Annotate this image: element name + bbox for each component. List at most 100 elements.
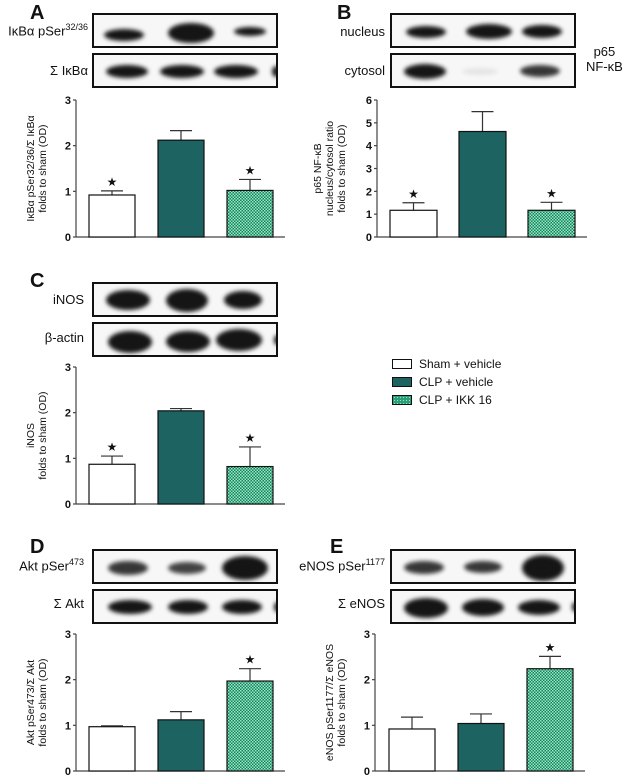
y-tick-label: 5: [366, 118, 372, 130]
blot-label-total-ikba: Σ IκBα: [50, 63, 88, 78]
p65-label: p65: [593, 44, 616, 59]
chart-akt: 0 1 2 3 Akt pSer473/Σ Akt folds to sham (OD) ★: [25, 629, 285, 778]
blot-image-total-ikba: [92, 53, 278, 88]
bar-ikk: [226, 189, 274, 238]
blot-image-enos-pser: [390, 549, 576, 584]
y-tick-label: 2: [65, 675, 71, 687]
y-axis-label: folds to sham (OD): [37, 124, 49, 212]
blot-image-total-akt: [92, 589, 278, 624]
blot-image-nucleus: [390, 13, 576, 48]
y-tick-label: 2: [65, 141, 71, 153]
bar-ikk: [226, 465, 274, 505]
y-tick-label: 2: [65, 408, 71, 420]
blot-label-total-enos: Σ eNOS: [337, 596, 385, 611]
bar-ikk: [226, 680, 274, 772]
y-axis-label: folds to sham (OD): [37, 391, 49, 479]
legend-label-ikk: CLP + IKK 16: [419, 393, 492, 407]
significance-star-icon: ★: [107, 440, 118, 454]
bar-clp: [457, 722, 505, 772]
legend-item-clp: CLP + vehicle: [392, 373, 501, 391]
y-tick-label: 6: [366, 95, 372, 107]
y-tick-label: 3: [366, 164, 372, 176]
significance-star-icon: ★: [245, 431, 256, 445]
significance-star-icon: ★: [545, 640, 556, 654]
y-tick-label: 0: [65, 232, 71, 244]
y-axis-label: IκBα pSer32/36/Σ IκBα: [25, 115, 37, 221]
chart-ikba: 0 1 2 3 IκBα pSer32/36/Σ IκBα folds to sham (…: [25, 95, 285, 244]
bar-sham: [88, 726, 136, 772]
blot-label-inos: iNOS: [52, 292, 84, 307]
y-tick-label: 1: [65, 720, 71, 732]
bar-clp: [157, 139, 205, 238]
bar-sham: [389, 209, 438, 238]
blot-label-akt-pser: Akt pSer473: [19, 557, 84, 574]
chart-p65-nfkb: 0 1 2 3 4 5 6 p65 NF-κB nucleus/cytosol ratio fol…: [312, 95, 587, 244]
panel-letter-c: C: [30, 270, 45, 292]
legend-item-ikk: CLP + IKK 16: [392, 391, 501, 409]
bar-ikk: [527, 209, 576, 238]
legend-label-sham: Sham + vehicle: [419, 357, 502, 371]
panel-letter-d: D: [30, 536, 45, 558]
y-tick-label: 3: [364, 629, 370, 641]
chart-enos: 0 1 2 3 eNOS pSer1177/Σ eNOS folds to sham (O…: [324, 629, 585, 778]
y-tick-label: 1: [364, 720, 370, 732]
legend: Sham + vehicle CLP + vehicle CLP + IKK 1…: [392, 355, 501, 409]
y-axis-label: folds to sham (OD): [336, 658, 348, 746]
bar-ikk: [526, 668, 574, 772]
blot-label-enos-pser: eNOS pSer1177: [299, 557, 385, 574]
nfkb-label: NF-κB: [586, 59, 623, 74]
y-tick-label: 0: [366, 232, 372, 244]
y-axis-label: p65 NF-κB: [312, 143, 324, 193]
blot-label-cytosol: cytosol: [344, 63, 385, 78]
blot-image-inos: [92, 282, 278, 317]
y-axis-label: nucleus/cytosol ratio: [324, 121, 336, 216]
bar-sham: [88, 463, 136, 505]
bar-sham: [388, 728, 436, 772]
y-axis-label: eNOS pSer1177/Σ eNOS: [324, 644, 336, 761]
blot-label-ikba-pser: IκBα pSer32/36: [8, 22, 88, 39]
y-axis-label: folds to sham (OD): [37, 658, 49, 746]
bar-sham: [88, 194, 136, 238]
y-tick-label: 3: [65, 95, 71, 107]
blot-image-akt-pser: [92, 549, 278, 584]
y-tick-label: 1: [366, 209, 372, 221]
significance-star-icon: ★: [245, 163, 256, 177]
significance-star-icon: ★: [107, 175, 118, 189]
y-tick-label: 2: [366, 186, 372, 198]
chart-inos: 0 1 2 3 iNOS folds to sham (OD) ★ ★: [25, 362, 285, 511]
blot-label-total-akt: Σ Akt: [53, 596, 84, 611]
panel-letter-a: A: [30, 2, 45, 24]
blot-label-nucleus: nucleus: [340, 24, 385, 39]
y-tick-label: 3: [65, 629, 71, 641]
y-tick-label: 0: [364, 766, 370, 778]
swatch-ikk: [392, 395, 412, 405]
blot-image-beta-actin: [92, 322, 278, 357]
blot-image-ikba-pser: [92, 13, 278, 48]
p65-nfkb-label: p65 NF-κB: [586, 44, 623, 74]
significance-star-icon: ★: [546, 186, 557, 200]
panel-letter-b: B: [337, 2, 352, 24]
y-tick-label: 4: [366, 141, 373, 153]
y-tick-label: 1: [65, 186, 71, 198]
y-axis-label: Akt pSer473/Σ Akt: [25, 660, 37, 745]
y-tick-label: 0: [65, 766, 71, 778]
panel-letter-e: E: [330, 536, 344, 558]
y-axis-label: iNOS: [25, 423, 37, 448]
y-tick-label: 2: [364, 675, 370, 687]
bar-clp: [458, 130, 507, 238]
legend-label-clp: CLP + vehicle: [419, 375, 494, 389]
significance-star-icon: ★: [408, 187, 419, 201]
blot-image-cytosol: [390, 53, 576, 88]
swatch-sham: [392, 359, 412, 369]
bar-clp: [157, 410, 205, 505]
significance-star-icon: ★: [245, 653, 256, 667]
blot-label-beta-actin: β-actin: [44, 330, 84, 345]
y-tick-label: 3: [65, 362, 71, 374]
blot-image-total-enos: [390, 589, 576, 624]
swatch-clp: [392, 377, 412, 387]
y-tick-label: 1: [65, 453, 71, 465]
legend-item-sham: Sham + vehicle: [392, 355, 501, 373]
bar-clp: [157, 719, 205, 772]
y-axis-label: folds to sham (OD): [336, 124, 348, 212]
